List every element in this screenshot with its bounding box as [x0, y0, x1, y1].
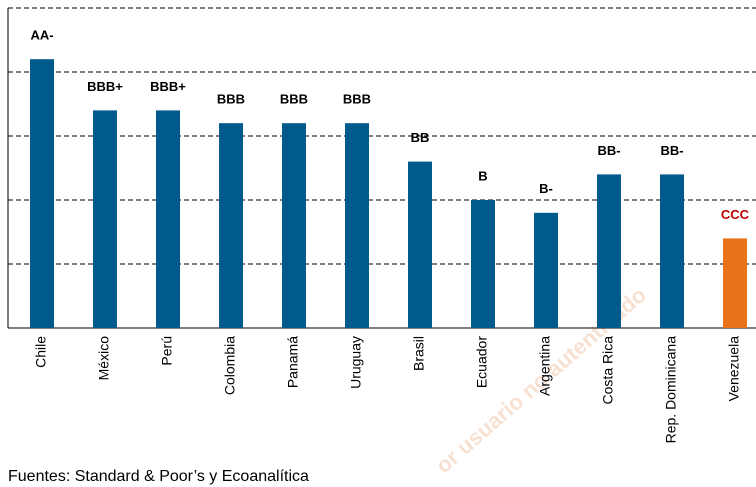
x-tick-label: Uruguay — [348, 336, 364, 389]
source-note: Fuentes: Standard & Poor’s y Ecoanalític… — [8, 468, 309, 485]
data-label: BB- — [597, 143, 620, 158]
bar — [345, 123, 369, 328]
bar — [534, 212, 558, 328]
data-label: BBB — [280, 92, 308, 107]
x-tick-label: Perú — [159, 336, 175, 366]
data-label: BBB+ — [87, 79, 123, 94]
x-tick-label: Chile — [33, 336, 49, 368]
data-label: BBB — [217, 92, 245, 107]
data-label: B — [478, 168, 487, 183]
bar — [597, 174, 621, 328]
data-label: B- — [539, 181, 553, 196]
x-tick-label: Colombia — [222, 336, 238, 395]
data-label: AA- — [30, 28, 53, 43]
data-label: CCC — [721, 207, 750, 222]
bar — [660, 174, 684, 328]
bar — [471, 200, 495, 328]
data-label: BBB — [343, 92, 371, 107]
data-label: BB — [411, 130, 430, 145]
x-tick-label: Rep. Dominicana — [663, 336, 679, 444]
bar — [219, 123, 243, 328]
bar — [156, 110, 180, 329]
x-tick-label: Ecuador — [474, 336, 490, 388]
bar — [30, 59, 54, 328]
x-tick-label: Argentina — [537, 336, 553, 396]
x-tick-label: Panamá — [285, 336, 301, 388]
bar — [408, 161, 432, 328]
x-tick-label: México — [96, 336, 112, 381]
x-tick-label: Venezuela — [726, 336, 742, 402]
bar — [723, 238, 747, 328]
x-tick-label: Costa Rica — [600, 336, 616, 405]
bar — [282, 123, 306, 328]
bar — [93, 110, 117, 329]
data-label: BBB+ — [150, 79, 186, 94]
data-label: BB- — [660, 143, 683, 158]
x-tick-label: Brasil — [411, 336, 427, 371]
